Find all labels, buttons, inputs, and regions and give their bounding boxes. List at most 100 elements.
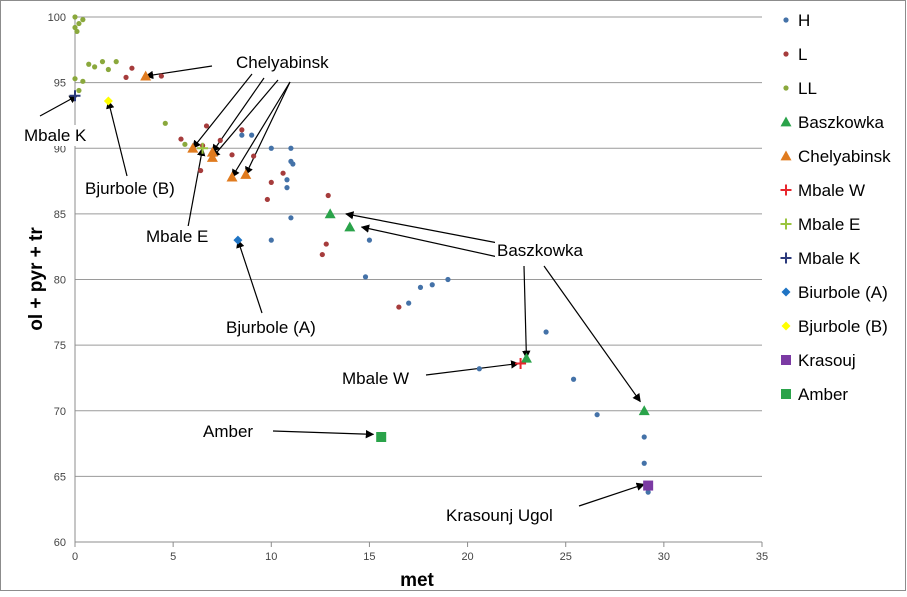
annotation-arrow (345, 211, 499, 244)
annotation-label: Baszkowka (497, 241, 584, 260)
point-h (268, 237, 274, 243)
point-l (178, 136, 184, 142)
annotation-arrow (231, 81, 291, 178)
annotation-arrow (106, 100, 128, 177)
y-tick-label: 80 (54, 275, 66, 287)
point-ll (162, 120, 168, 126)
legend-marker (783, 51, 789, 57)
point-ll (182, 141, 188, 147)
point-l (239, 127, 245, 133)
legend-marker (780, 184, 792, 196)
point-h (570, 376, 577, 382)
point-chelyabinsk (187, 142, 199, 153)
point-mbale-w (515, 358, 527, 369)
point-h (284, 177, 290, 183)
point-mbale-e (197, 142, 209, 154)
annotation-arrow (144, 65, 213, 80)
point-l (217, 137, 223, 143)
point-l (325, 192, 331, 199)
annotation-arrow (245, 81, 291, 176)
legend-marker (783, 85, 789, 91)
y-tick-label: 60 (54, 537, 66, 549)
annotation-label-bg (444, 505, 555, 526)
x-tick-label: 10 (265, 551, 277, 563)
annotation-label-bg (495, 240, 586, 261)
annotation-label: Mbale K (24, 126, 87, 145)
legend-label: Mbale W (798, 181, 865, 200)
point-h (239, 132, 245, 138)
legend-marker (780, 218, 792, 230)
point-ll (74, 28, 80, 35)
annotation-label-bg (144, 226, 211, 247)
annotation-arrow (39, 95, 78, 117)
point-h (417, 284, 424, 290)
legend-label: Chelyabinsk (798, 147, 891, 166)
annotation-label: Amber (203, 422, 253, 441)
point-baszkowka (344, 221, 356, 232)
annotation-arrow (578, 482, 646, 507)
annotation-label-bg (201, 421, 256, 442)
annotation-label-bg (234, 52, 332, 73)
legend-label: Biurbole (A) (798, 283, 888, 302)
point-h (429, 282, 435, 288)
point-h (290, 161, 296, 167)
annotation-arrow (360, 224, 499, 258)
annotation-label-bg (340, 368, 412, 389)
y-tick-label: 65 (54, 471, 66, 483)
point-bjurbole-b (103, 96, 113, 106)
point-chelyabinsk (240, 169, 252, 179)
point-ll (80, 17, 86, 23)
point-l (229, 152, 235, 158)
point-mbale-k (69, 90, 81, 102)
point-chelyabinsk (226, 171, 238, 182)
annotation-label: Mbale W (342, 369, 409, 388)
point-h (366, 237, 373, 243)
x-tick-label: 20 (461, 551, 473, 563)
annotation-label-bg (83, 178, 177, 199)
annotation-label: Mbale E (146, 227, 208, 246)
annotations: Chelyabinsk Mbale K Bjurbole (B) Mbale E Bju… (22, 52, 586, 526)
legend-marker (783, 17, 789, 23)
point-chelyabinsk (206, 151, 218, 162)
point-l (323, 241, 329, 247)
legend-label: L (798, 45, 807, 64)
annotation-arrow (211, 79, 279, 159)
y-axis-title: ol + pyr + tr (26, 227, 47, 331)
annotation-arrow (425, 360, 520, 376)
legend-label: Mbale K (798, 249, 861, 268)
point-baszkowka (638, 405, 650, 416)
annotation-arrow (192, 73, 253, 149)
point-baszkowka (324, 208, 336, 219)
point-l (280, 170, 286, 176)
legend-marker (781, 287, 791, 297)
y-tick-label: 95 (54, 78, 66, 90)
point-h (288, 145, 294, 151)
y-tick-label: 70 (54, 406, 66, 418)
point-ll (76, 87, 82, 94)
gridlines (75, 16, 762, 543)
annotation-arrows (39, 65, 646, 507)
legend-marker (780, 150, 792, 161)
legend-marker (780, 252, 792, 264)
point-h (445, 276, 451, 283)
y-tick-label: 90 (54, 143, 66, 155)
legend-marker (781, 321, 791, 331)
point-ll (86, 61, 92, 67)
point-l (129, 65, 135, 71)
x-tick-label: 35 (756, 551, 768, 563)
point-chelyabinsk (206, 146, 218, 157)
point-l (251, 153, 257, 159)
point-l (123, 74, 129, 80)
x-tick-label: 0 (72, 551, 78, 563)
point-l (203, 123, 210, 129)
x-axis-title: met (400, 570, 434, 591)
legend-marker (781, 355, 791, 365)
annotation-label: Bjurbole (B) (85, 179, 175, 198)
point-h (362, 274, 369, 280)
axes: 60 65 70 75 80 85 90 95 100 0 5 10 15 20 25 30 35 (48, 12, 768, 563)
point-krasouj (643, 480, 654, 491)
legend-label: LL (798, 79, 817, 98)
point-ll (113, 59, 119, 65)
annotation-label: Chelyabinsk (236, 53, 329, 72)
point-l (396, 304, 402, 310)
